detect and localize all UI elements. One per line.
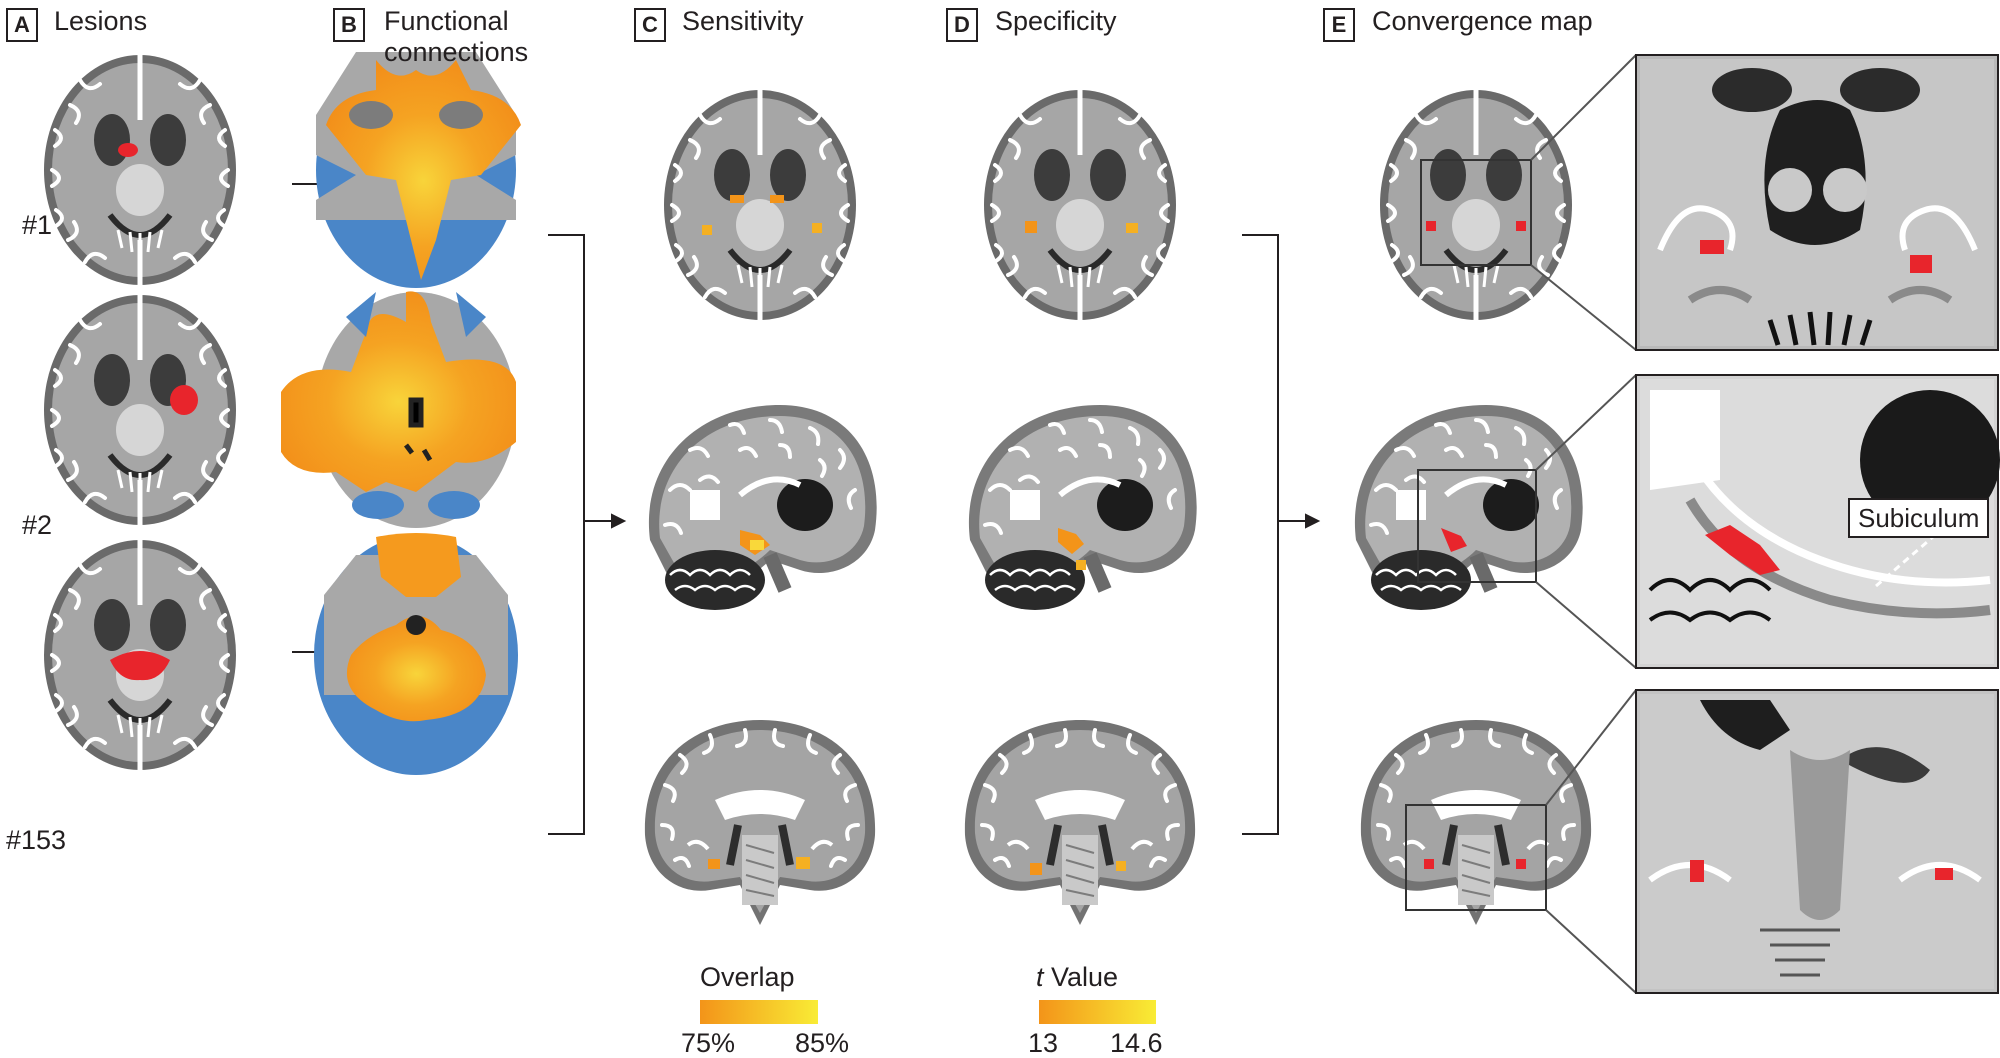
lesion-mark-2 [170,385,198,415]
connection-slice-1 [316,52,521,288]
tvalue-legend-min: 13 [1028,1028,1059,1058]
inset-coronal-zoom [1635,689,1999,994]
panel-letter-a: A [6,8,38,42]
lesion-slice-153 [44,540,236,770]
tvalue-legend-italic: t [1036,962,1044,992]
convergence-coronal [1361,720,1591,925]
sensitivity-sagittal [649,405,877,610]
row-label-153: #153 [6,825,67,855]
tvalue-colorbar [1039,1000,1156,1024]
connection-slice-2 [281,291,516,528]
lesion-mark-1 [118,143,138,157]
sensitivity-axial [664,90,856,320]
panel-letter-e: E [1323,8,1355,42]
zoom-connectors [1530,54,1637,994]
overlap-colorbar [700,1000,818,1024]
tvalue-legend-rest: Value [1043,962,1119,992]
specificity-sagittal [969,405,1197,610]
convergence-axial [1380,90,1572,320]
panel-letter-d: D [946,8,978,42]
specificity-axial [984,90,1176,320]
inset-sagittal-zoom [1635,374,2000,669]
panel-title-b: Functional connections [384,6,529,67]
inset-axial-zoom [1635,54,1999,351]
row-label-2: #2 [22,510,53,540]
lesion-slice-2 [44,295,236,525]
panel-letter-c: C [634,8,666,42]
overlap-legend-min: 75% [681,1028,736,1058]
panel-title-c: Sensitivity [682,6,804,36]
lesion-mark-153 [110,651,170,681]
lesion-slice-1 [44,55,236,285]
specificity-coronal [965,720,1195,925]
panel-title-a: Lesions [54,6,148,36]
panel-title-e: Convergence map [1372,6,1593,36]
connection-slice-153 [314,533,518,775]
convergence-sagittal [1355,405,1583,610]
merge-lines-d-to-e [1242,234,1321,835]
overlap-legend-max: 85% [795,1028,850,1058]
panel-letter-b: B [333,8,365,42]
tvalue-legend-title: t Value [1036,962,1118,992]
merge-lines-b-to-c [548,234,627,835]
sensitivity-coronal [645,720,875,925]
tvalue-legend-max: 14.6 [1110,1028,1163,1058]
row-label-1: #1 [22,210,53,240]
subiculum-label: Subiculum [1848,498,1990,538]
overlap-legend-title: Overlap [700,962,795,992]
panel-title-d: Specificity [995,6,1117,36]
